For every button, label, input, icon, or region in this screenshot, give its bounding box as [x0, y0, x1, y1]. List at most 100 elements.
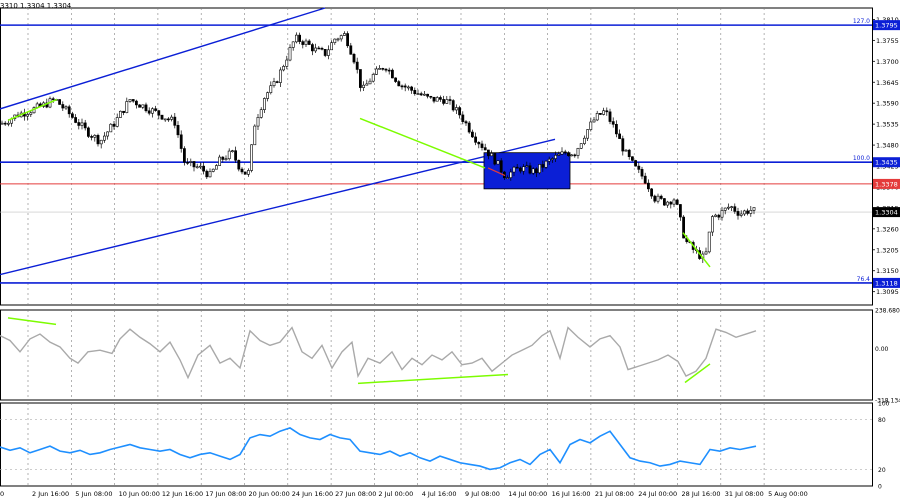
price-tag-box — [873, 20, 900, 31]
candle-body — [746, 210, 750, 214]
x-tick-label: 31 Jul 08:00 — [725, 490, 764, 498]
candle-body — [467, 122, 471, 133]
candle-body — [234, 150, 238, 161]
price-tag-box — [873, 277, 900, 288]
candle-body — [304, 40, 308, 45]
candle-body — [0, 122, 4, 125]
price-tick-label: 1.3810 — [876, 16, 899, 24]
candle-body — [374, 68, 378, 75]
candle-body — [650, 188, 654, 197]
x-tick-label: 10 Jun 00:00 — [119, 490, 160, 498]
candle-body — [707, 231, 711, 253]
price-tick-label: 1.3645 — [876, 79, 899, 87]
candle-body — [173, 116, 177, 126]
candle-body — [371, 74, 375, 82]
candle-body — [275, 81, 279, 83]
candle-body — [646, 182, 650, 190]
candle-body — [509, 171, 513, 178]
candle-body — [576, 148, 580, 156]
candle-body — [259, 109, 263, 118]
price-tag-label: 1.3378 — [875, 180, 898, 188]
candle-body — [301, 41, 305, 45]
candle-body — [128, 99, 132, 102]
candle-body — [496, 160, 500, 165]
candle-body — [586, 129, 590, 139]
candle-body — [570, 154, 574, 157]
candle-body — [368, 80, 372, 85]
candle-body — [547, 158, 551, 162]
candle-body — [493, 153, 497, 165]
candle-body — [96, 135, 100, 145]
cci-divergence-line — [684, 363, 711, 384]
candle-body — [346, 33, 350, 47]
candle-body — [199, 165, 202, 168]
candle-body — [192, 161, 196, 168]
candle-body — [531, 168, 535, 174]
candle-body — [243, 171, 247, 175]
candle-body — [333, 38, 337, 43]
candle-body — [262, 98, 266, 110]
candle-body — [515, 166, 519, 169]
x-tick-label: 5 Jun 08:00 — [75, 490, 112, 498]
x-tick-label: 28 Jul 16:00 — [682, 490, 721, 498]
divergence-line-green — [7, 98, 58, 122]
candle-body — [669, 201, 673, 205]
candle-body — [474, 136, 478, 143]
candle-body — [90, 136, 94, 138]
candle-body — [406, 86, 410, 89]
divergence-line-green — [359, 117, 486, 169]
candle-body — [454, 107, 458, 111]
candle-body — [723, 207, 727, 211]
candle-body — [336, 38, 340, 41]
rsi-tick-label: 80 — [878, 417, 886, 424]
price-tick-label: 1.3260 — [876, 225, 899, 233]
candle-body — [342, 33, 346, 36]
candle-body — [215, 165, 218, 170]
candle-body — [310, 44, 314, 52]
candle-body — [87, 127, 90, 137]
price-tag-label: 1.3435 — [875, 159, 898, 167]
cci-divergence-line — [7, 317, 57, 326]
candle-body — [704, 251, 708, 255]
candle-body — [384, 68, 388, 71]
candle-body — [266, 92, 270, 99]
candle-body — [611, 121, 615, 125]
candle-body — [195, 166, 199, 169]
candle-body — [602, 110, 606, 115]
candle-body — [3, 122, 7, 125]
candle-body — [435, 97, 439, 102]
rsi-pane-frame — [0, 402, 873, 487]
x-tick-label: 12 Jun 16:00 — [162, 490, 203, 498]
rsi-line — [0, 427, 757, 471]
divergence-line-red — [487, 167, 506, 177]
price-tick-label: 1.3700 — [876, 58, 899, 66]
candle-body — [237, 159, 241, 170]
candle-body — [29, 112, 33, 115]
candle-body — [115, 117, 119, 127]
candle-body — [64, 106, 68, 109]
candle-body — [330, 42, 334, 51]
candle-body — [339, 35, 343, 40]
candle-body — [186, 162, 190, 164]
candle-body — [119, 110, 122, 118]
candle-body — [480, 143, 484, 148]
candle-body — [157, 110, 161, 116]
candle-body — [499, 160, 503, 173]
candle-body — [470, 131, 474, 138]
candle-body — [256, 117, 260, 127]
candle-body — [99, 139, 103, 145]
candle-body — [224, 158, 228, 161]
candle-body — [390, 69, 394, 79]
candle-body — [573, 154, 577, 157]
candle-body — [253, 125, 257, 146]
candle-body — [541, 164, 545, 168]
candle-body — [445, 99, 449, 104]
x-tick-label: 2 Jul 00:00 — [378, 490, 413, 498]
x-tick-label: 24 Jun 16:00 — [292, 490, 333, 498]
candle-body — [742, 210, 746, 215]
candle-body — [211, 168, 215, 172]
candle-body — [352, 53, 356, 63]
candle-body — [288, 47, 292, 61]
candle-body — [653, 195, 657, 202]
